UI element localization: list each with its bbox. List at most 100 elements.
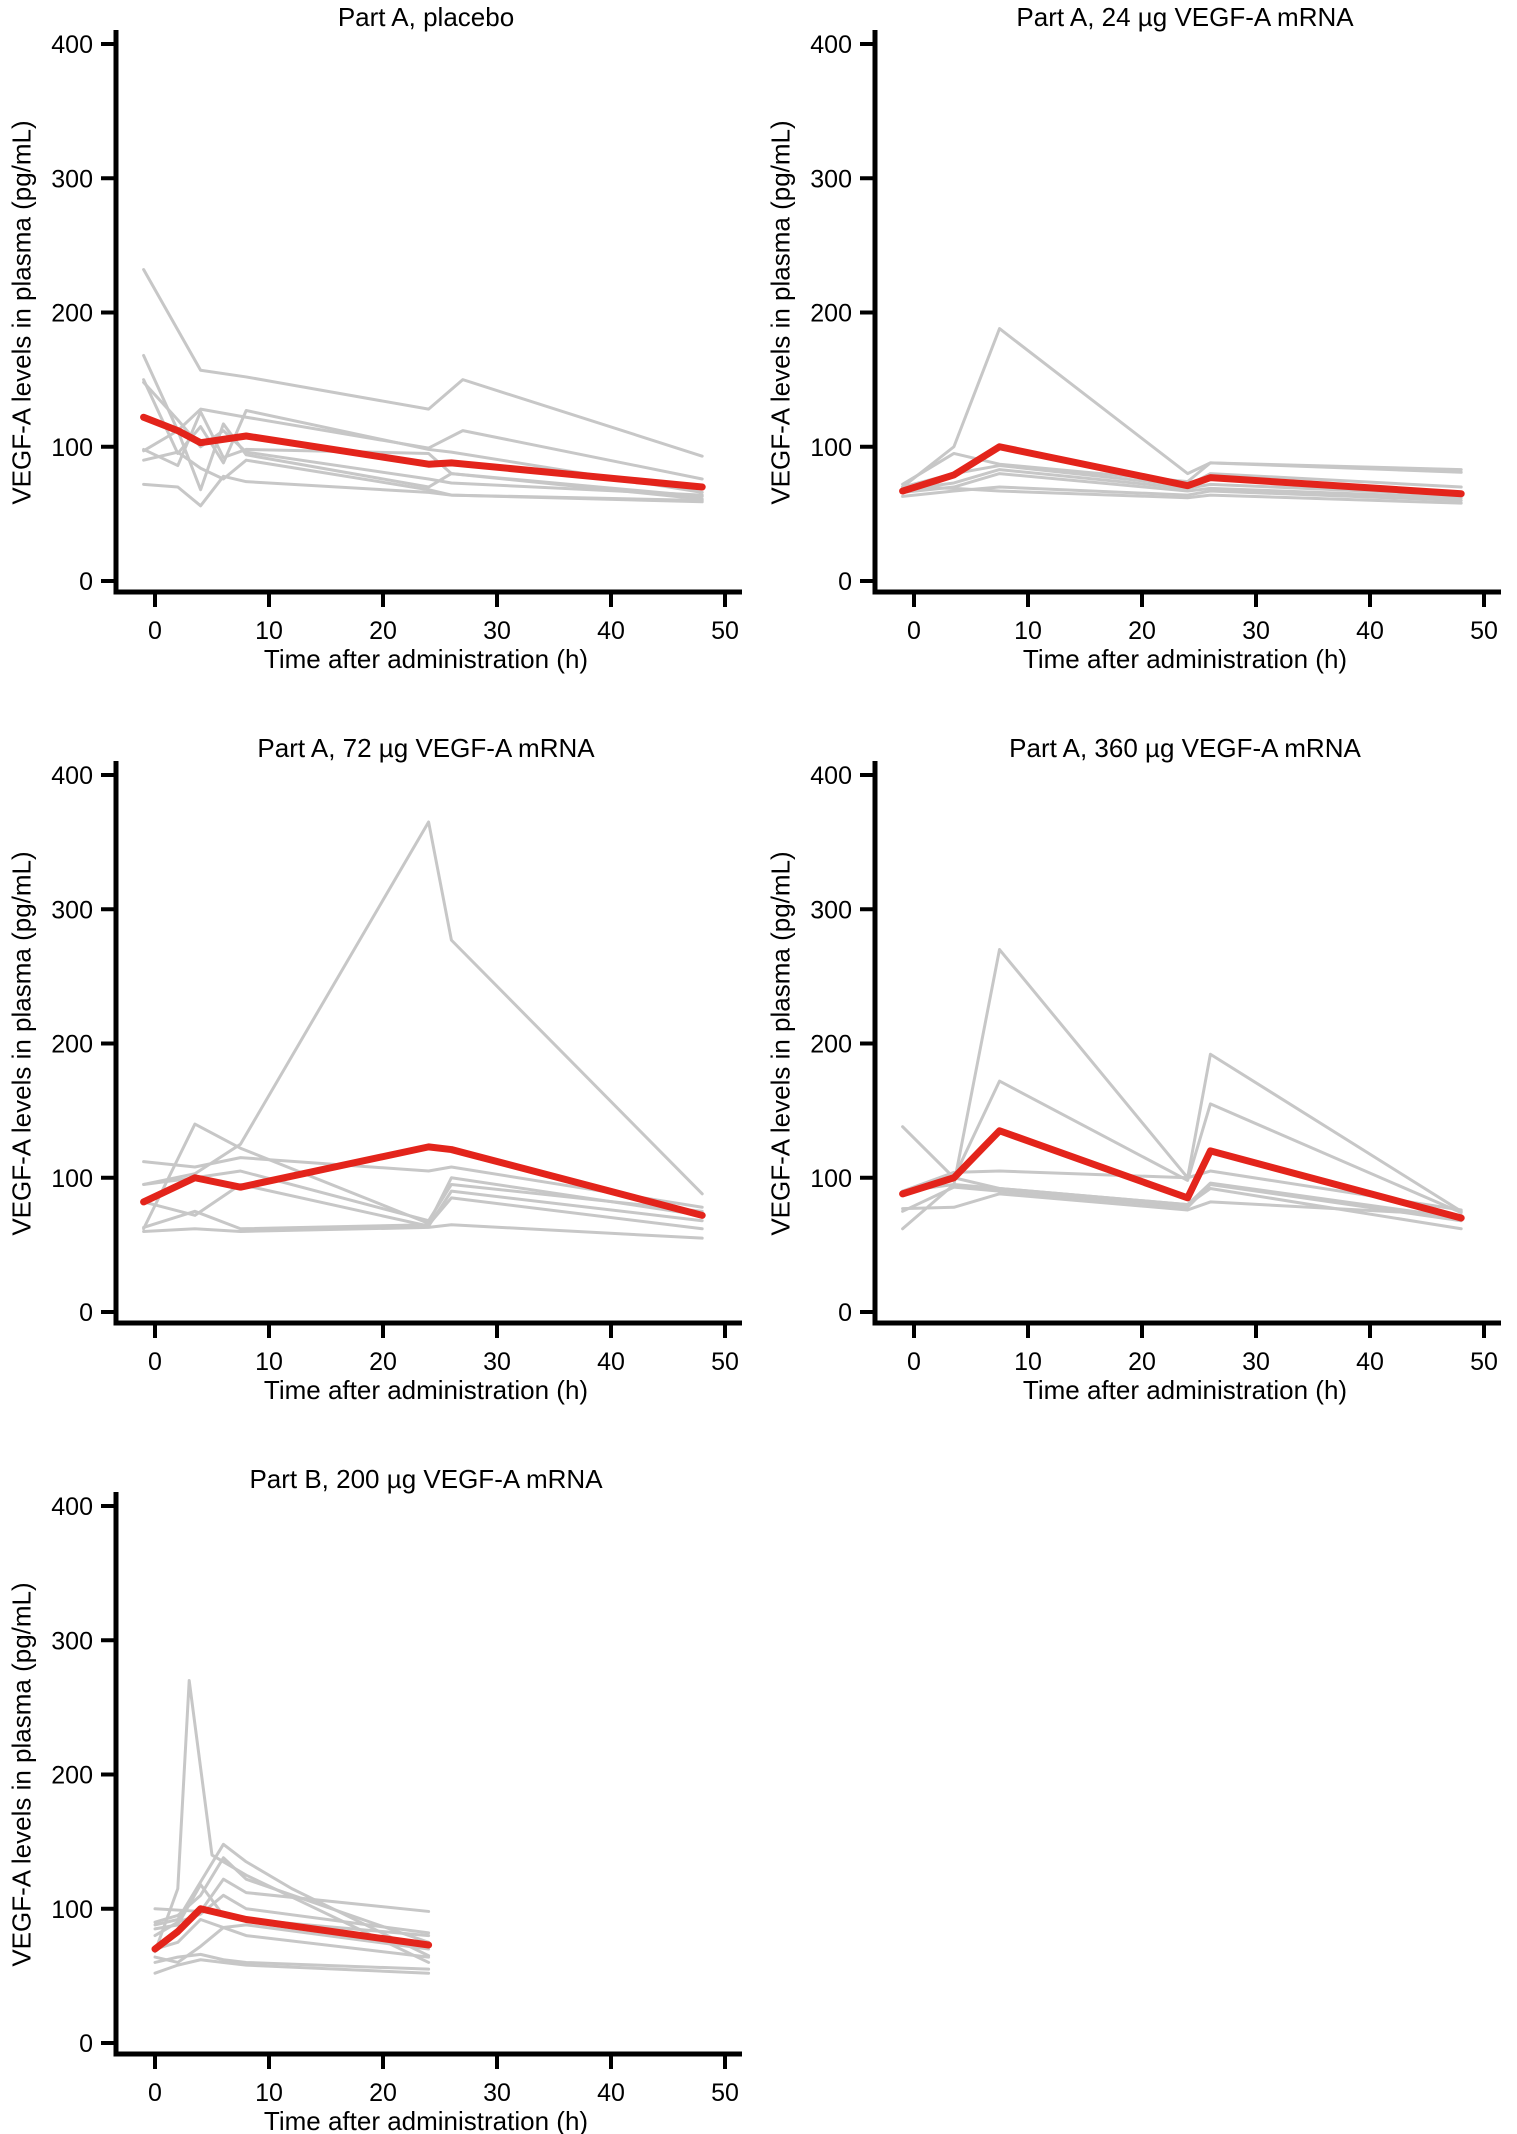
y-tick-label: 200 [51, 300, 93, 328]
mean-line [899, 443, 1465, 498]
x-tick-label: 50 [1470, 617, 1498, 645]
individual-line [142, 474, 704, 508]
panel-title: Part A, 72 µg VEGF-A mRNA [257, 733, 595, 763]
y-tick-label: 200 [51, 1762, 93, 1790]
mean-line [140, 413, 706, 491]
individual-line [142, 1182, 704, 1228]
y-tick-label: 100 [810, 434, 852, 462]
y-tick-label: 300 [810, 896, 852, 924]
x-tick-label: 30 [483, 1348, 511, 1376]
x-axis-label: Time after administration (h) [263, 2106, 589, 2134]
individual-line [153, 1958, 431, 1975]
y-tick-label: 200 [810, 300, 852, 328]
mean-line [140, 1143, 706, 1219]
y-tick-label: 400 [51, 1493, 93, 1521]
individual-line [153, 1917, 431, 1951]
y-tick-label: 100 [51, 1165, 93, 1193]
individual-line [901, 485, 1463, 505]
individual-line [901, 485, 1463, 502]
x-tick-label: 50 [1470, 1348, 1498, 1376]
y-tick-label: 200 [810, 1031, 852, 1059]
panel-part-a-360ug-chart: 0 100 200 300 400 0 10 20 30 40 50 [810, 761, 1501, 1376]
individual-line [901, 1169, 1463, 1212]
y-tick-label: 400 [810, 31, 852, 59]
individual-line [153, 1952, 431, 1971]
individual-line [142, 1223, 704, 1240]
x-tick-label: 20 [369, 617, 397, 645]
x-tick-label: 50 [711, 2079, 739, 2107]
x-tick-label: 50 [711, 1348, 739, 1376]
individual-line [153, 1856, 431, 1944]
panel-part-a-24ug-chart: 0 100 200 300 400 0 10 20 30 40 50 [810, 30, 1501, 645]
panel-part-a-placebo: Part A, placebo VEGF-A levels in plasma … [0, 0, 758, 731]
y-tick-label: 300 [810, 165, 852, 193]
x-tick-label: 30 [1242, 1348, 1270, 1376]
individual-line [901, 327, 1463, 489]
individual-line [142, 820, 704, 1196]
y-tick-label: 0 [838, 568, 852, 596]
x-tick-label: 30 [483, 2079, 511, 2107]
x-axis-label: Time after administration (h) [1022, 644, 1348, 674]
individual-line [901, 451, 1463, 486]
y-tick-label: 400 [51, 31, 93, 59]
y-tick-label: 200 [51, 1031, 93, 1059]
x-axis-label: Time after administration (h) [263, 644, 589, 674]
x-tick-label: 0 [148, 2079, 162, 2107]
panel-part-a-72ug: Part A, 72 µg VEGF-A mRNA VEGF-A levels … [0, 731, 758, 1462]
panel-part-b-200ug-chart: 0 100 200 300 400 0 10 20 30 40 50 [51, 1492, 742, 2107]
y-tick-label: 300 [51, 1627, 93, 1655]
y-tick-label: 0 [79, 2030, 93, 2058]
x-tick-label: 10 [255, 617, 283, 645]
panel-part-a-24ug: Part A, 24 µg VEGF-A mRNA VEGF-A levels … [759, 0, 1517, 731]
y-tick-label: 100 [810, 1165, 852, 1193]
x-tick-label: 20 [1128, 617, 1156, 645]
x-tick-label: 10 [255, 1348, 283, 1376]
y-tick-label: 0 [838, 1299, 852, 1327]
individual-line [153, 1893, 431, 1938]
x-tick-label: 0 [907, 617, 921, 645]
panel-title: Part A, 360 µg VEGF-A mRNA [1009, 733, 1361, 763]
x-axis-label: Time after administration (h) [263, 1375, 589, 1405]
x-tick-label: 30 [1242, 617, 1270, 645]
individual-line [901, 468, 1463, 497]
x-tick-label: 20 [369, 1348, 397, 1376]
y-tick-label: 400 [810, 762, 852, 790]
mean-line [151, 1905, 433, 1953]
panel-title: Part B, 200 µg VEGF-A mRNA [249, 1464, 603, 1494]
x-tick-label: 10 [1014, 1348, 1042, 1376]
individual-line [153, 1679, 431, 1964]
x-tick-label: 50 [711, 617, 739, 645]
panel-title: Part A, 24 µg VEGF-A mRNA [1016, 2, 1354, 32]
individual-line [153, 1926, 431, 1964]
x-tick-label: 40 [597, 2079, 625, 2107]
individual-line [153, 1842, 431, 1958]
y-tick-label: 0 [79, 1299, 93, 1327]
x-tick-label: 0 [907, 1348, 921, 1376]
y-tick-label: 300 [51, 896, 93, 924]
y-tick-label: 300 [51, 165, 93, 193]
panel-part-b-200ug: Part B, 200 µg VEGF-A mRNA VEGF-A levels… [0, 1462, 758, 2134]
individual-line [901, 1192, 1463, 1217]
individual-line [142, 1122, 704, 1231]
mean-line [899, 1127, 1465, 1222]
panel-part-a-360ug: Part A, 360 µg VEGF-A mRNA VEGF-A levels… [759, 731, 1517, 1462]
panel-part-a-72ug-chart: 0 100 200 300 400 0 10 20 30 40 50 [51, 761, 742, 1376]
y-tick-label: 100 [51, 434, 93, 462]
y-tick-label: 0 [79, 568, 93, 596]
x-tick-label: 0 [148, 617, 162, 645]
x-tick-label: 40 [1356, 1348, 1384, 1376]
x-tick-label: 20 [369, 2079, 397, 2107]
x-tick-label: 40 [1356, 617, 1384, 645]
x-tick-label: 40 [597, 617, 625, 645]
panel-part-a-placebo-chart: 0 100 200 300 400 0 10 20 30 40 50 [51, 30, 742, 645]
panel-title: Part A, placebo [337, 2, 515, 32]
x-tick-label: 10 [1014, 617, 1042, 645]
y-tick-label: 400 [51, 762, 93, 790]
x-tick-label: 0 [148, 1348, 162, 1376]
y-tick-label: 100 [51, 1896, 93, 1924]
individual-line [901, 1182, 1463, 1231]
x-tick-label: 30 [483, 617, 511, 645]
individual-line [901, 948, 1463, 1213]
individual-line [142, 268, 704, 458]
